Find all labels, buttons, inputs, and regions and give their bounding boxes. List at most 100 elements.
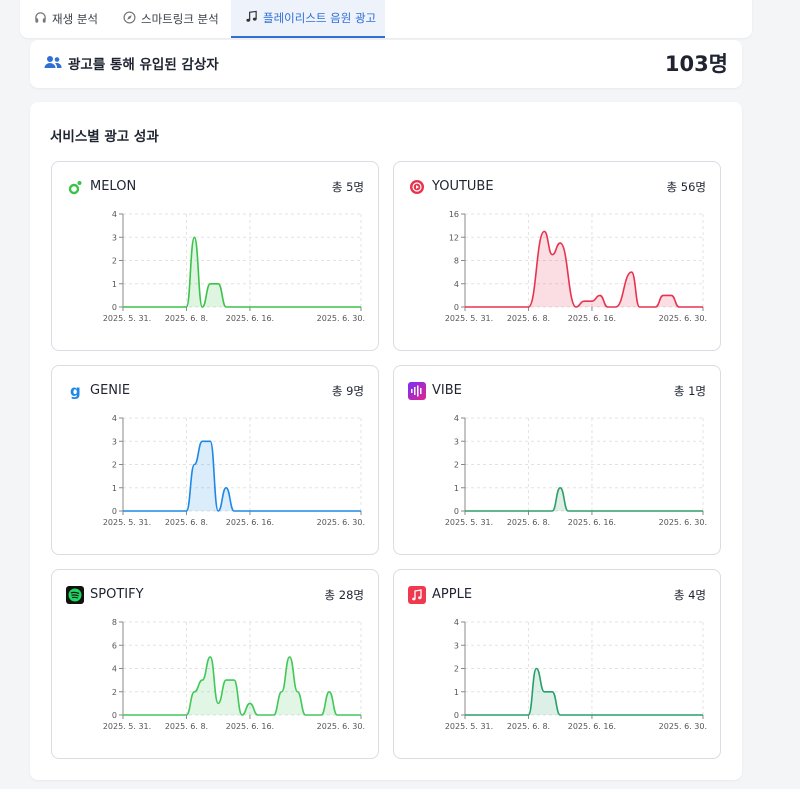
series-line [122, 236, 361, 308]
svg-text:g: g [70, 382, 81, 400]
music-note-icon [245, 10, 258, 27]
x-tick-label: 2025. 6. 8. [165, 518, 208, 527]
y-tick-label: 4 [112, 210, 117, 219]
y-tick-label: 1 [454, 484, 459, 493]
tab-bar: 재생 분석 스마트링크 분석 플레이리스트 음원 광고 [20, 0, 752, 38]
service-name: SPOTIFY [90, 587, 144, 602]
listener-summary-card: 광고를 통해 유입된 감상자 103명 [30, 40, 742, 88]
apple-music-icon [408, 586, 426, 604]
y-tick-label: 1 [112, 280, 117, 289]
people-icon [44, 56, 62, 68]
vibe-icon [408, 382, 426, 400]
y-tick-label: 3 [454, 641, 459, 650]
y-tick-label: 0 [112, 711, 117, 720]
x-tick-label: 2025. 6. 8. [165, 722, 208, 731]
x-tick-label: 2025. 5. 31. [103, 314, 151, 323]
service-card-spotify: SPOTIFY 총 28명 0 2 4 6 8 2025. 5. 31. 2025. 6. … [51, 569, 379, 759]
service-total: 총 5명 [331, 180, 364, 194]
y-tick-label: 1 [112, 484, 117, 493]
x-tick-label: 2025. 6. 16. [226, 314, 274, 323]
service-name: APPLE [432, 587, 473, 602]
y-tick-label: 2 [112, 461, 117, 470]
x-tick-label: 2025. 6. 16. [226, 518, 274, 527]
service-chart: 0 1 2 3 4 2025. 5. 31. 2025. 6. 8. 2025. 6. 16.… [103, 210, 365, 323]
x-tick-label: 2025. 6. 30. [317, 314, 365, 323]
genie-icon: g [70, 382, 81, 400]
x-tick-label: 2025. 6. 30. [659, 314, 707, 323]
y-tick-label: 0 [112, 303, 117, 312]
service-chart: 0 1 2 3 4 2025. 5. 31. 2025. 6. 8. 2025. 6. 16.… [445, 414, 707, 527]
y-tick-label: 2 [112, 688, 117, 697]
service-name: YOUTUBE [432, 179, 494, 194]
x-tick-label: 2025. 6. 8. [165, 314, 208, 323]
service-card-genie: g GENIE 총 9명 0 1 2 3 4 2025. 5. 31. 2025. 6. 8… [51, 365, 379, 555]
y-tick-label: 2 [454, 665, 459, 674]
y-tick-label: 3 [112, 233, 117, 242]
service-card-vibe: VIBE 총 1명 0 1 2 3 4 2025. 5. 31. 2025. 6. 8. 20… [393, 365, 721, 555]
melon-icon [68, 181, 82, 195]
series-area [465, 668, 703, 715]
spotify-icon [66, 586, 84, 604]
service-card-youtube: YOUTUBE 총 56명 0 4 8 12 16 2025. 5. 31. 2025. 6… [393, 161, 721, 351]
x-tick-label: 2025. 6. 30. [659, 722, 707, 731]
service-chart: 0 2 4 6 8 2025. 5. 31. 2025. 6. 8. 2025. 6. 16.… [103, 618, 365, 731]
x-tick-label: 2025. 6. 16. [226, 722, 274, 731]
x-tick-label: 2025. 6. 30. [659, 518, 707, 527]
service-total: 총 4명 [673, 588, 706, 602]
x-tick-label: 2025. 6. 8. [507, 518, 550, 527]
y-tick-label: 16 [449, 210, 459, 219]
service-chart: 0 1 2 3 4 2025. 5. 31. 2025. 6. 8. 2025. 6. 16.… [445, 618, 707, 731]
service-total: 총 28명 [324, 588, 364, 602]
series-line [122, 440, 361, 512]
youtube-icon [410, 180, 424, 194]
series-line [464, 486, 703, 512]
y-tick-label: 6 [112, 641, 117, 650]
y-tick-label: 2 [112, 257, 117, 266]
y-tick-label: 4 [112, 414, 117, 423]
service-chart: 0 1 2 3 4 2025. 5. 31. 2025. 6. 8. 2025. 6. 16.… [103, 414, 365, 527]
tab-smartlink-analysis[interactable]: 스마트링크 분석 [123, 0, 219, 38]
x-tick-label: 2025. 5. 31. [445, 518, 493, 527]
x-tick-label: 2025. 6. 8. [507, 722, 550, 731]
x-tick-label: 2025. 6. 8. [507, 314, 550, 323]
series-area [123, 237, 361, 307]
series-line [464, 667, 703, 716]
series-area [465, 487, 703, 511]
service-card-apple: APPLE 총 4명 0 1 2 3 4 2025. 5. 31. 2025. 6. 8. 2… [393, 569, 721, 759]
tab-label: 재생 분석 [52, 12, 98, 26]
y-tick-label: 8 [112, 618, 117, 627]
tab-label: 플레이리스트 음원 광고 [263, 11, 377, 25]
service-chart: 0 4 8 12 16 2025. 5. 31. 2025. 6. 8. 2025. 6. 1… [445, 210, 707, 323]
y-tick-label: 12 [449, 233, 459, 242]
tab-label: 스마트링크 분석 [141, 12, 219, 26]
y-tick-label: 0 [454, 303, 459, 312]
series-line [122, 656, 361, 716]
tab-playback-analysis[interactable]: 재생 분석 [34, 0, 98, 38]
service-total: 총 56명 [666, 180, 706, 194]
service-name: VIBE [432, 383, 462, 398]
y-tick-label: 4 [454, 414, 459, 423]
y-tick-label: 0 [454, 507, 459, 516]
x-tick-label: 2025. 6. 16. [568, 722, 616, 731]
service-card-melon: MELON 총 5명 0 1 2 3 4 2025. 5. 31. 2025. 6. 8. 2… [51, 161, 379, 351]
series-area [123, 441, 361, 511]
y-tick-label: 0 [454, 711, 459, 720]
x-tick-label: 2025. 5. 31. [103, 518, 151, 527]
summary-total: 103명 [664, 52, 728, 76]
tab-playlist-ads[interactable]: 플레이리스트 음원 광고 [231, 0, 385, 38]
series-line [464, 230, 703, 308]
y-tick-label: 4 [112, 665, 117, 674]
summary-label: 광고를 통해 유입된 감상자 [68, 57, 219, 73]
service-total: 총 9명 [331, 384, 364, 398]
y-tick-label: 4 [454, 280, 459, 289]
service-name: GENIE [90, 383, 131, 398]
y-tick-label: 4 [454, 618, 459, 627]
x-tick-label: 2025. 6. 30. [317, 722, 365, 731]
headphones-icon [34, 11, 47, 28]
compass-icon [123, 11, 136, 28]
service-total: 총 1명 [673, 384, 706, 398]
x-tick-label: 2025. 6. 16. [568, 314, 616, 323]
x-tick-label: 2025. 5. 31. [445, 722, 493, 731]
y-tick-label: 3 [454, 437, 459, 446]
y-tick-label: 0 [112, 507, 117, 516]
